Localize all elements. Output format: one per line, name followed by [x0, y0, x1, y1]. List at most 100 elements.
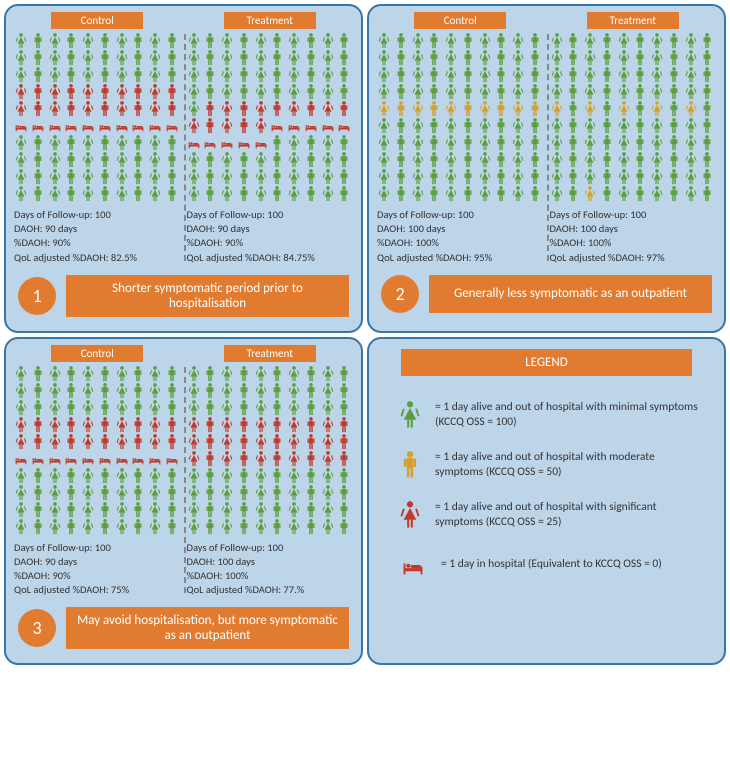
- person-icon: [148, 84, 162, 100]
- person-icon: [237, 468, 251, 484]
- person-icon: [650, 118, 664, 134]
- person-icon: [98, 186, 112, 202]
- person-icon: [270, 101, 284, 117]
- person-icon: [148, 135, 162, 151]
- person-icon: [684, 67, 698, 83]
- person-icon: [461, 101, 475, 117]
- bed-icon: [304, 118, 318, 134]
- person-icon: [700, 67, 714, 83]
- person-icon: [478, 152, 492, 168]
- person-icon: [617, 67, 631, 83]
- person-icon: [461, 67, 475, 83]
- person-icon: [148, 366, 162, 382]
- person-icon: [583, 33, 597, 49]
- person-icon: [700, 152, 714, 168]
- person-icon: [617, 135, 631, 151]
- person-icon: [14, 468, 28, 484]
- person-icon: [427, 186, 441, 202]
- person-icon: [115, 434, 129, 450]
- person-icon: [237, 417, 251, 433]
- person-icon: [337, 519, 351, 535]
- person-icon: [337, 366, 351, 382]
- person-icon: [165, 186, 179, 202]
- person-icon: [583, 50, 597, 66]
- person-icon: [528, 152, 542, 168]
- person-icon: [81, 135, 95, 151]
- person-icon: [203, 50, 217, 66]
- person-icon: [64, 101, 78, 117]
- person-icon: [600, 67, 614, 83]
- person-icon: [287, 50, 301, 66]
- person-icon: [650, 186, 664, 202]
- person-icon: [115, 383, 129, 399]
- person-icon: [131, 519, 145, 535]
- person-icon: [411, 169, 425, 185]
- person-icon: [64, 366, 78, 382]
- person-icon: [617, 84, 631, 100]
- person-icon: [321, 33, 335, 49]
- person-icon: [48, 519, 62, 535]
- person-icon: [187, 33, 201, 49]
- person-icon: [165, 101, 179, 117]
- person-icon: [270, 468, 284, 484]
- person-icon: [31, 485, 45, 501]
- bed-icon: [148, 451, 162, 467]
- person-icon: [700, 84, 714, 100]
- person-icon: [684, 152, 698, 168]
- person-icon: [203, 485, 217, 501]
- person-icon: [550, 169, 564, 185]
- person-icon: [187, 50, 201, 66]
- person-icon: [254, 383, 268, 399]
- person-icon: [337, 186, 351, 202]
- person-icon: [583, 118, 597, 134]
- person-icon: [304, 502, 318, 518]
- person-icon: [411, 67, 425, 83]
- person-icon: [287, 33, 301, 49]
- legend-item: = 1 day alive and out of hospital with m…: [377, 444, 716, 494]
- person-icon: [394, 152, 408, 168]
- person-icon: [14, 186, 28, 202]
- person-icon: [304, 485, 318, 501]
- person-icon: [187, 152, 201, 168]
- person-icon: [394, 50, 408, 66]
- person-icon: [237, 400, 251, 416]
- person-icon: [115, 519, 129, 535]
- stats-block: Days of Follow-up: 100DAOH: 90 days%DAOH…: [187, 208, 354, 265]
- person-icon: [287, 169, 301, 185]
- person-icon: [270, 366, 284, 382]
- person-icon: [48, 485, 62, 501]
- person-icon: [148, 417, 162, 433]
- person-icon: [254, 33, 268, 49]
- person-icon: [98, 383, 112, 399]
- person-icon: [494, 186, 508, 202]
- person-icon: [165, 485, 179, 501]
- person-icon: [148, 186, 162, 202]
- person-icon: [270, 84, 284, 100]
- person-icon: [98, 67, 112, 83]
- person-icon: [254, 434, 268, 450]
- person-icon: [165, 135, 179, 151]
- person-icon: [237, 118, 251, 134]
- person-icon: [461, 33, 475, 49]
- person-icon: [131, 186, 145, 202]
- person-icon: [494, 152, 508, 168]
- person-icon: [337, 135, 351, 151]
- person-icon: [667, 169, 681, 185]
- person-icon: [131, 485, 145, 501]
- person-icon: [566, 186, 580, 202]
- person-icon: [115, 186, 129, 202]
- person-icon: [528, 186, 542, 202]
- legend-item: = 1 day alive and out of hospital with m…: [377, 394, 716, 444]
- person-icon: [115, 50, 129, 66]
- person-icon: [337, 485, 351, 501]
- person-icon: [600, 101, 614, 117]
- person-icon: [220, 451, 234, 467]
- person-icon: [64, 383, 78, 399]
- person-icon: [600, 84, 614, 100]
- person-icon: [131, 169, 145, 185]
- stats-block: Days of Follow-up: 100DAOH: 90 days%DAOH…: [14, 541, 181, 598]
- person-icon: [131, 468, 145, 484]
- person-icon: [237, 451, 251, 467]
- person-icon: [617, 118, 631, 134]
- person-icon: [399, 500, 421, 530]
